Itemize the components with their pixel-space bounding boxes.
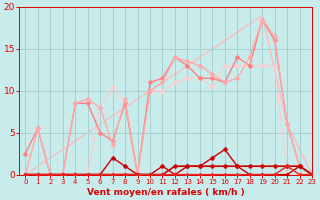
X-axis label: Vent moyen/en rafales ( km/h ): Vent moyen/en rafales ( km/h )	[87, 188, 244, 197]
